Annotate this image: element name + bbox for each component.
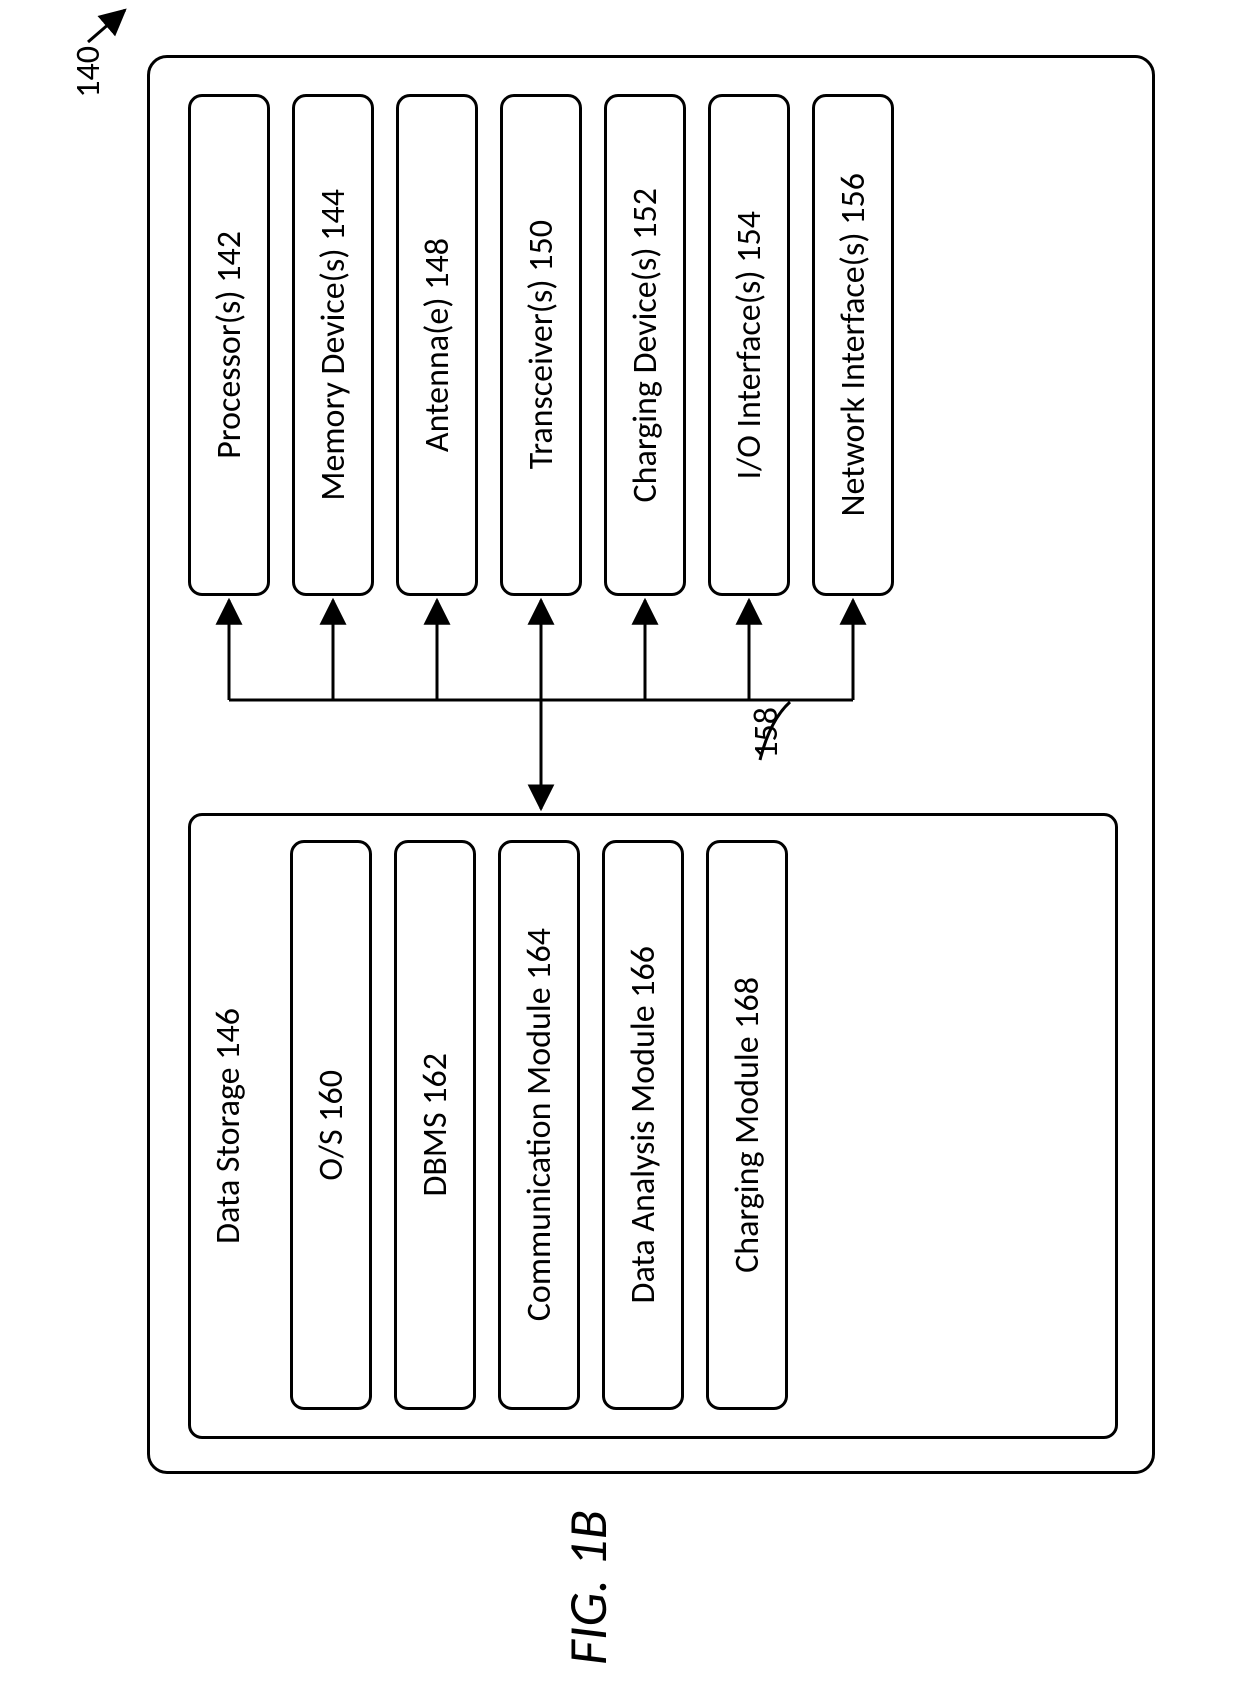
block-charging-module: Charging Module 168 bbox=[706, 840, 788, 1410]
block-os: O/S 160 bbox=[290, 840, 372, 1410]
label-os: O/S 160 bbox=[311, 1070, 352, 1181]
figure-label: FIG. 1B bbox=[555, 1510, 621, 1665]
block-data-analysis: Data Analysis Module 166 bbox=[602, 840, 684, 1410]
block-transceiver: Transceiver(s) 150 bbox=[500, 94, 582, 596]
label-communication: Communication Module 164 bbox=[519, 928, 560, 1321]
data-storage-title-slot: Data Storage 146 bbox=[188, 813, 268, 1439]
label-antenna: Antenna(e) 148 bbox=[417, 238, 458, 452]
label-dbms: DBMS 162 bbox=[415, 1053, 456, 1197]
label-net-interface: Network Interface(s) 156 bbox=[833, 173, 874, 517]
block-processor: Processor(s) 142 bbox=[188, 94, 270, 596]
bus-ref-label: 158 bbox=[746, 707, 787, 759]
block-charging-device: Charging Device(s) 152 bbox=[604, 94, 686, 596]
label-charging-module: Charging Module 168 bbox=[727, 977, 768, 1273]
label-processor: Processor(s) 142 bbox=[209, 231, 250, 459]
block-io-interface: I/O Interface(s) 154 bbox=[708, 94, 790, 596]
block-antenna: Antenna(e) 148 bbox=[396, 94, 478, 596]
label-data-analysis: Data Analysis Module 166 bbox=[623, 946, 664, 1303]
block-net-interface: Network Interface(s) 156 bbox=[812, 94, 894, 596]
data-storage-title: Data Storage 146 bbox=[208, 1008, 249, 1244]
label-transceiver: Transceiver(s) 150 bbox=[521, 220, 562, 469]
block-memory: Memory Device(s) 144 bbox=[292, 94, 374, 596]
block-communication: Communication Module 164 bbox=[498, 840, 580, 1410]
label-charging-device: Charging Device(s) 152 bbox=[625, 188, 666, 502]
system-ref-label: 140 bbox=[68, 46, 109, 98]
label-io-interface: I/O Interface(s) 154 bbox=[729, 211, 770, 479]
label-memory: Memory Device(s) 144 bbox=[313, 189, 354, 501]
block-dbms: DBMS 162 bbox=[394, 840, 476, 1410]
